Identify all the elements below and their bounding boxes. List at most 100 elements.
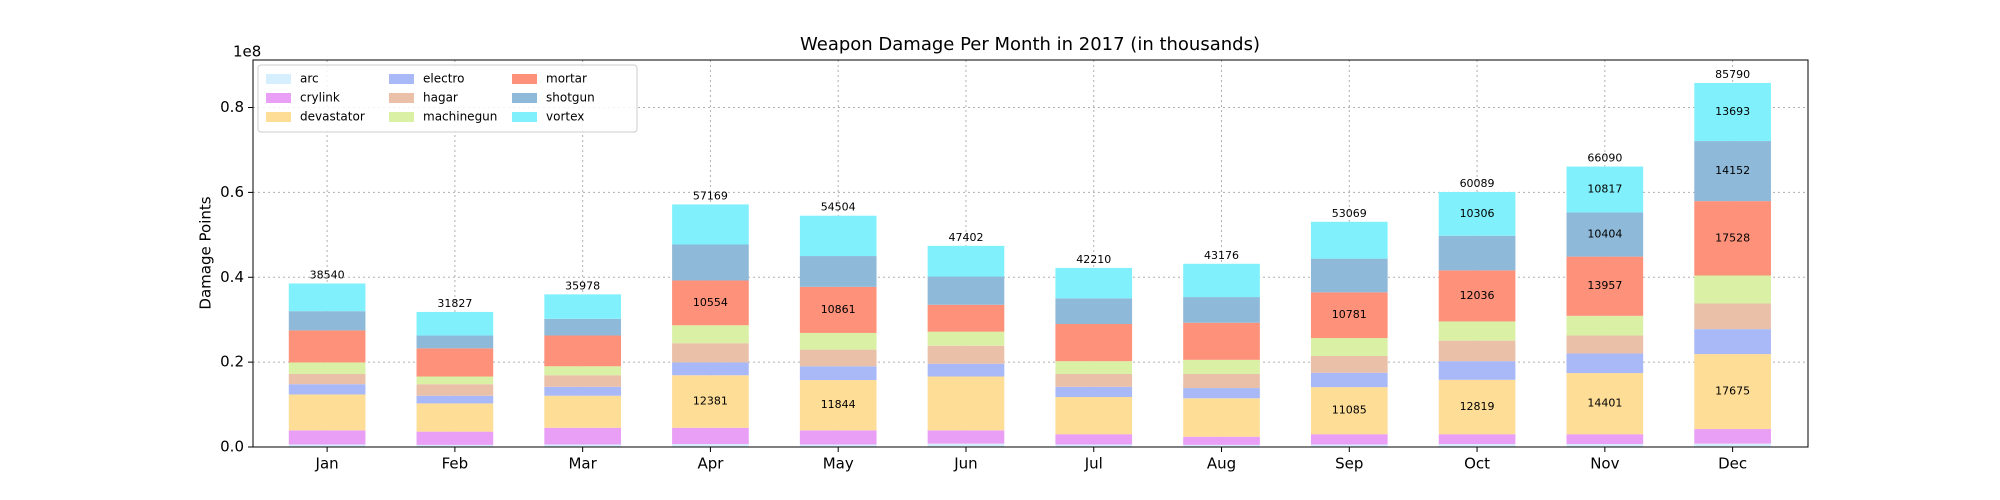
legend-label: mortar — [546, 72, 587, 86]
axis-offset: 1e8 — [233, 43, 261, 61]
total-label: 43176 — [1204, 249, 1239, 262]
bar-segment — [1566, 353, 1644, 374]
legend-box — [257, 64, 638, 133]
bar-segment — [799, 430, 877, 445]
value-label: 10781 — [1332, 308, 1367, 321]
value-label: 10861 — [821, 303, 856, 316]
bar-segment — [416, 335, 494, 349]
bar-segment — [416, 431, 494, 445]
bar-segment — [1566, 256, 1644, 316]
bar-segment — [1055, 444, 1133, 447]
bar-segment — [288, 311, 366, 331]
x-tick-label: Aug — [1207, 455, 1236, 473]
bar-segment — [1310, 221, 1388, 259]
bar-segment — [1310, 338, 1388, 357]
legend-label: crylink — [300, 91, 340, 105]
bar-segment — [672, 204, 749, 245]
y-tick-label: 0.2 — [220, 353, 244, 371]
bar-segment — [927, 245, 1005, 277]
bar-segment — [1694, 201, 1771, 276]
bar-segment — [1438, 321, 1516, 341]
x-tick-label: Nov — [1590, 455, 1619, 473]
bar-segment — [1566, 315, 1644, 336]
bar-segment — [1183, 322, 1260, 360]
bar-segment — [544, 444, 621, 447]
bar-segment — [1438, 270, 1516, 322]
bar-segment — [544, 427, 621, 445]
bar-segment — [1694, 443, 1771, 447]
total-label: 85790 — [1715, 68, 1750, 81]
value-label: 12381 — [693, 395, 728, 408]
value-label: 12819 — [1460, 400, 1495, 413]
bar-segment — [1310, 258, 1388, 293]
y-axis-label: Damage Points — [197, 196, 215, 309]
bar-segment — [1566, 335, 1644, 354]
bar-segment — [1055, 267, 1133, 299]
value-label: 11085 — [1332, 404, 1367, 417]
bar-segment — [1566, 444, 1644, 447]
value-label: 10554 — [693, 296, 728, 309]
legend-swatch — [389, 93, 414, 103]
bar-segment — [544, 386, 621, 396]
bar-segment — [799, 366, 877, 381]
bar-segment — [1438, 444, 1516, 447]
legend-swatch — [512, 112, 537, 122]
x-tick-label: Jun — [953, 455, 977, 473]
y-tick-label: 0.8 — [220, 98, 244, 116]
total-label: 38540 — [310, 268, 345, 281]
bar-segment — [927, 376, 1005, 431]
bar-segment — [544, 335, 621, 367]
bar-segment — [1183, 373, 1260, 389]
bar-segment — [799, 332, 877, 350]
bar-segment — [1694, 354, 1771, 430]
bar-segment — [1438, 235, 1516, 271]
total-label: 57169 — [693, 189, 728, 202]
bar-segment — [799, 286, 877, 333]
bar-segment — [544, 294, 621, 319]
total-label: 42210 — [1076, 253, 1111, 266]
legend-label: arc — [300, 72, 319, 86]
bar-segment — [1566, 373, 1644, 435]
bar-segment — [1310, 387, 1388, 435]
x-tick-label: Feb — [442, 455, 469, 473]
legend-swatch — [266, 112, 291, 122]
legend-swatch — [266, 93, 291, 103]
bar-segment — [672, 280, 749, 326]
bar-segment — [288, 362, 366, 374]
bar-segment — [1438, 434, 1516, 445]
bar-segment — [799, 215, 877, 257]
y-tick-label: 0.6 — [220, 183, 244, 201]
bar-segment — [544, 395, 621, 428]
bar-segment — [1183, 388, 1260, 399]
bar-segment — [927, 430, 1005, 444]
chart-title: Weapon Damage Per Month in 2017 (in thou… — [800, 34, 1260, 55]
x-tick-label: May — [823, 455, 854, 473]
bar-segment — [672, 343, 749, 363]
bar-segment — [288, 373, 366, 385]
bar-segment — [1566, 212, 1644, 257]
bar-segment — [1310, 292, 1388, 339]
bar-segment — [1183, 263, 1260, 298]
total-label: 54504 — [821, 201, 856, 214]
bar-segment — [288, 330, 366, 363]
plot-frame — [252, 59, 1809, 448]
value-label: 13957 — [1587, 279, 1622, 292]
bar-segment — [799, 444, 877, 447]
x-tick-label: Oct — [1464, 455, 1490, 473]
total-label: 47402 — [948, 231, 983, 244]
total-label: 31827 — [437, 297, 472, 310]
legend-label: shotgun — [546, 91, 595, 105]
value-label: 10306 — [1460, 207, 1495, 220]
legend-label: hagar — [423, 91, 458, 105]
value-label: 17528 — [1715, 231, 1750, 244]
bar-segment — [416, 348, 494, 377]
bar-segment — [799, 349, 877, 367]
bar-segment — [1694, 303, 1771, 330]
bar-segment — [416, 376, 494, 385]
value-label: 14401 — [1587, 397, 1622, 410]
bar-segment — [1183, 444, 1260, 447]
legend-swatch — [389, 74, 414, 84]
bar-segment — [799, 256, 877, 287]
bar-segment — [1438, 379, 1516, 435]
